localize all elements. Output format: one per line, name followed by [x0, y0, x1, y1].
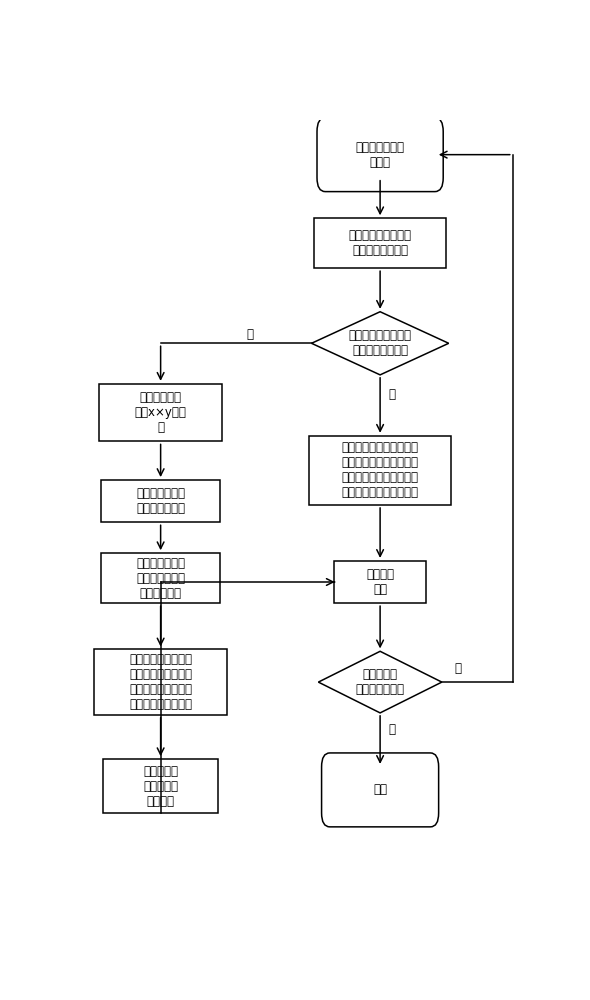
Bar [335, 561, 426, 603]
Bar [314, 218, 447, 268]
Bar [99, 384, 222, 441]
Text: 获取每个分区稀
疏化处理获得的
像素的灰度值: 获取每个分区稀 疏化处理获得的 像素的灰度值 [136, 557, 185, 600]
Text: 隔行扫描视频序
列输入: 隔行扫描视频序 列输入 [356, 141, 405, 169]
Text: 对每个分区进行
均匀稀疏化处理: 对每个分区进行 均匀稀疏化处理 [136, 487, 185, 515]
Text: 对重建图像
的背光进行
平滑处理: 对重建图像 的背光进行 平滑处理 [143, 765, 178, 808]
Bar [309, 436, 451, 505]
Polygon shape [319, 651, 442, 713]
Text: 否: 否 [454, 662, 461, 675]
Polygon shape [312, 312, 449, 375]
Bar [103, 759, 218, 813]
Bar [94, 649, 227, 715]
Text: 对上一步处理获得的
数据，使用子区间最
大类间方差法动态获
得每个分区的背光值: 对上一步处理获得的 数据，使用子区间最 大类间方差法动态获 得每个分区的背光值 [129, 653, 192, 711]
Text: 使用行平均算法进行
插值获得重建图像: 使用行平均算法进行 插值获得重建图像 [349, 229, 412, 257]
Text: 结束: 结束 [373, 783, 387, 796]
Text: 是: 是 [388, 388, 395, 401]
Bar [101, 480, 220, 522]
Text: 否: 否 [246, 328, 253, 341]
Bar [101, 553, 220, 603]
Text: 是否遍历完
所有视频序列？: 是否遍历完 所有视频序列？ [356, 668, 405, 696]
FancyBboxPatch shape [317, 118, 443, 192]
Text: 是: 是 [388, 723, 395, 736]
Text: 把重建图像划
分为x×y个分
区: 把重建图像划 分为x×y个分 区 [135, 391, 186, 434]
FancyBboxPatch shape [322, 753, 438, 827]
Text: 重建图像的原始图像
是否为偶场图像？: 重建图像的原始图像 是否为偶场图像？ [349, 329, 412, 357]
Text: 液晶像素
补偿: 液晶像素 补偿 [366, 568, 394, 596]
Text: 使用与当前重建图像最相
邻的前一个以奇场为基础
的重建图像背光值（该背
光值已经经过平滑处理）: 使用与当前重建图像最相 邻的前一个以奇场为基础 的重建图像背光值（该背 光值已经… [342, 441, 419, 499]
